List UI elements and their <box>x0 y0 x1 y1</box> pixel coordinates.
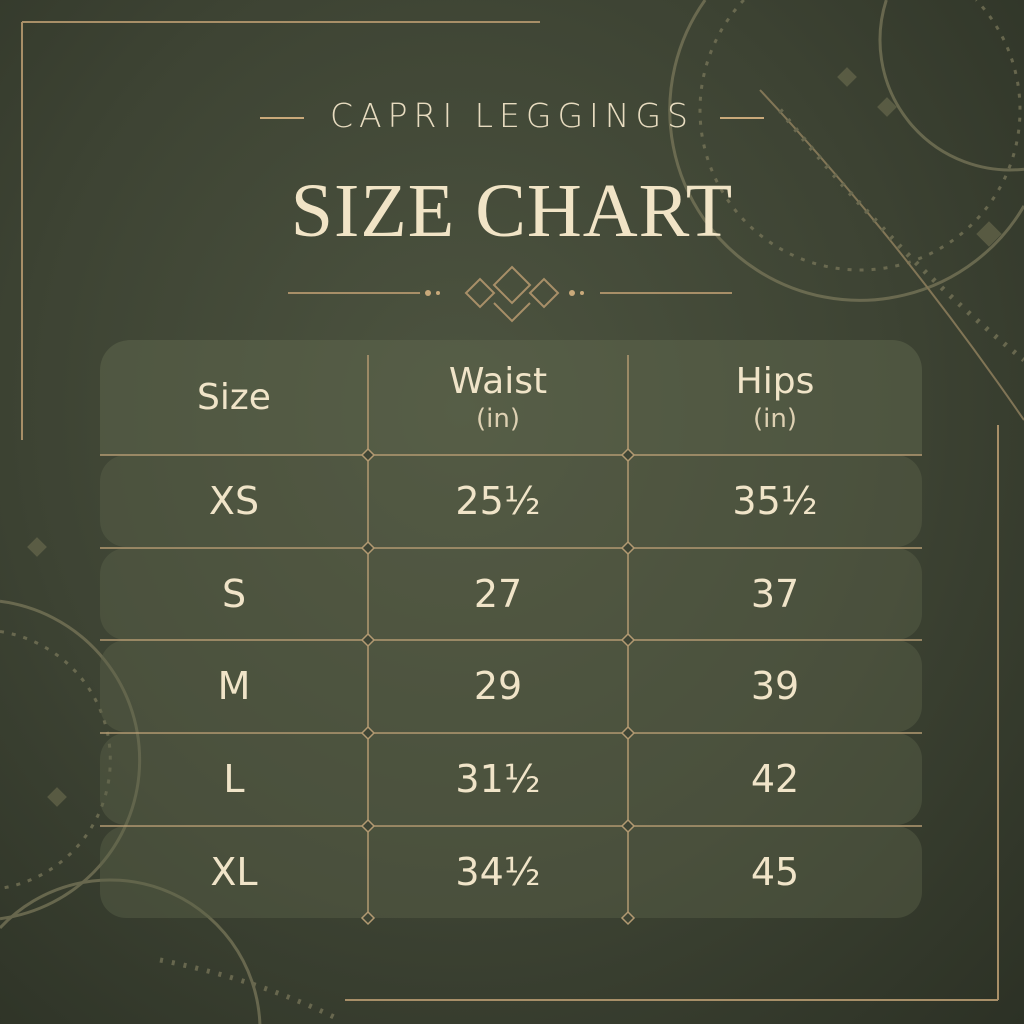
table-header: Size Waist (in) Hips (in) <box>100 340 922 455</box>
cell-hips: 45 <box>750 850 800 894</box>
diamond-ornament-icon <box>360 540 376 556</box>
subtitle-text: CAPRI LEGGINGS <box>330 96 694 135</box>
header-unit: (in) <box>476 404 520 434</box>
cell-hips: 42 <box>750 757 800 801</box>
cell-size: XL <box>210 850 258 894</box>
cell-size: L <box>223 757 245 801</box>
diamond-ornament-icon <box>360 910 376 926</box>
size-table: Size Waist (in) Hips (in) XS 25½ 35½ S 27 37 M 29… <box>100 340 922 926</box>
table-row: XL 34½ 45 <box>100 826 922 918</box>
cell-hips: 37 <box>750 572 800 616</box>
cell-size: S <box>221 572 247 616</box>
diamond-ornament-icon <box>360 818 376 834</box>
cell-waist: 25½ <box>455 479 541 523</box>
diamond-ornament-icon <box>620 818 636 834</box>
cell-hips: 35½ <box>732 479 818 523</box>
header-size: Size <box>100 340 368 455</box>
cell-size: XS <box>208 479 260 523</box>
diamond-ornament-icon <box>620 540 636 556</box>
table-row: M 29 39 <box>100 640 922 732</box>
cell-waist: 34½ <box>455 850 541 894</box>
cell-size: M <box>217 664 251 708</box>
table-row: S 27 37 <box>100 548 922 640</box>
diamond-ornament-icon <box>360 725 376 741</box>
cell-hips: 39 <box>750 664 800 708</box>
table-row: L 31½ 42 <box>100 733 922 825</box>
header-hips: Hips (in) <box>628 340 922 455</box>
header-unit: (in) <box>753 404 797 434</box>
header-label: Waist <box>448 361 548 402</box>
table-row: XS 25½ 35½ <box>100 455 922 547</box>
header-waist: Waist (in) <box>368 340 628 455</box>
cell-waist: 29 <box>473 664 523 708</box>
diamond-ornament-icon <box>360 632 376 648</box>
diamond-ornament-icon <box>360 447 376 463</box>
page-title: SIZE CHART <box>290 169 734 253</box>
header-label: Hips <box>735 361 815 402</box>
diamond-ornament-icon <box>620 632 636 648</box>
subtitle: CAPRI LEGGINGS <box>0 96 1024 135</box>
cell-waist: 31½ <box>455 757 541 801</box>
diamond-ornament-icon <box>620 725 636 741</box>
cell-waist: 27 <box>473 572 523 616</box>
diamond-ornament-icon <box>620 447 636 463</box>
table-dividers <box>100 355 922 926</box>
diamond-ornament-icon <box>620 910 636 926</box>
header-label: Size <box>197 377 271 418</box>
